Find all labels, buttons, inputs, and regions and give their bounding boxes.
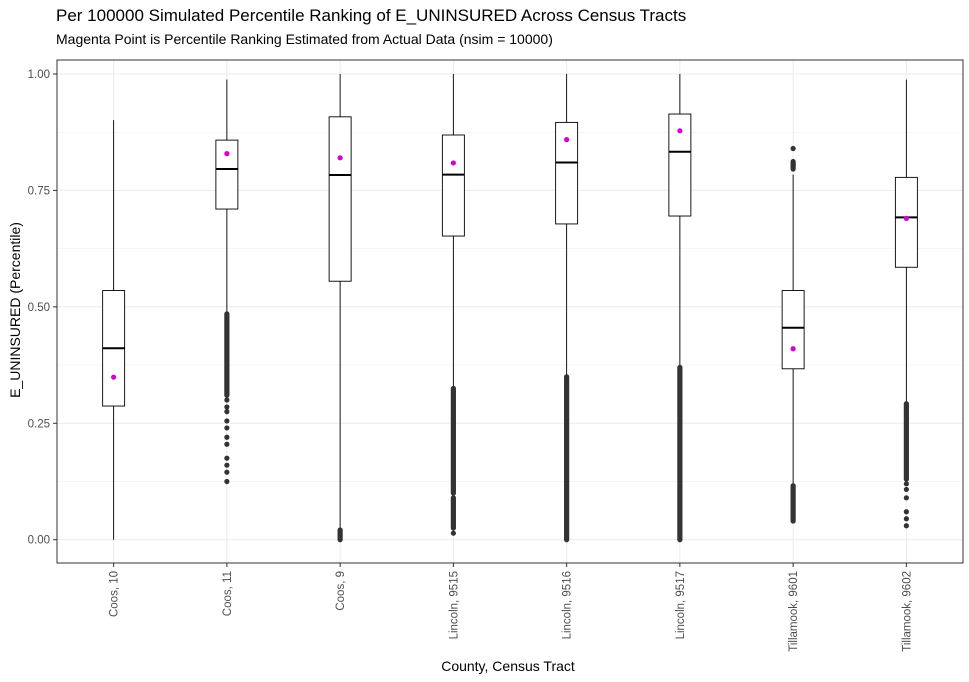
outlier-band [564,374,570,543]
y-tick-label: 0.75 [28,185,50,197]
chart-title: Per 100000 Simulated Percentile Ranking … [56,6,687,25]
box-group [328,73,352,543]
actual-estimate-point [224,151,230,157]
outlier-point [903,486,909,493]
outlier-point [903,509,909,515]
iqr-box [328,116,352,282]
iqr-box [555,121,579,225]
box-group [102,120,126,540]
outlier-band [677,364,683,543]
x-tick-label: Lincoln, 9516 [562,571,574,639]
outlier-point [903,523,909,529]
actual-estimate-point [677,128,683,134]
iqr-box [781,290,805,370]
box-group [894,79,918,529]
outlier-point [224,441,230,447]
y-tick-label: 1.00 [28,69,50,81]
actual-estimate-point [337,155,343,161]
outlier-band [224,311,230,398]
chart-subtitle: Magenta Point is Percentile Ranking Esti… [56,31,553,47]
box-layer [102,73,918,543]
outlier-point [450,530,456,536]
x-tick-label: Coos, 9 [335,571,347,611]
actual-estimate-point [903,215,909,221]
x-tick-label: Lincoln, 9515 [448,571,460,639]
outlier-point [903,481,909,487]
outlier-point [903,516,909,522]
box-group [215,79,239,485]
actual-estimate-point [111,374,117,380]
outlier-band [337,527,343,543]
x-tick-label: Tillamook, 9601 [788,571,800,652]
box-group [555,73,579,543]
outlier-band [903,401,909,482]
box-group [441,73,465,536]
actual-estimate-point [790,346,796,352]
outlier-point [224,404,230,410]
panel-border [56,59,964,564]
iqr-box [441,134,465,237]
outlier-band [450,495,456,531]
outlier-point [903,495,909,501]
outlier-point [224,462,230,468]
outlier-point [224,397,230,403]
iqr-box [668,113,692,217]
outlier-point [224,434,230,440]
y-axis-title: E_UNINSURED (Percentile) [7,222,23,398]
axis-layer: 0.00 0.25 0.50 0.75 1.00 Coos, 10 Coos, 11 Coos… [28,69,914,652]
outlier-point [224,418,230,424]
outlier-point [224,478,230,485]
outlier-point [790,145,796,152]
y-tick-label: 0.50 [28,302,50,314]
x-tick-label: Lincoln, 9517 [675,571,687,639]
box-group [668,73,692,543]
x-tick-label: Coos, 10 [109,571,121,617]
outlier-point [224,469,230,475]
actual-estimate-point [450,160,456,166]
outlier-band [790,483,796,524]
box-group [781,145,805,524]
y-tick-label: 0.00 [28,535,50,547]
outlier-point [224,455,230,461]
x-tick-label: Coos, 11 [222,571,234,616]
outlier-point [224,409,230,415]
iqr-box [894,176,918,268]
outlier-band [450,385,456,496]
x-tick-label: Tillamook, 9602 [901,571,913,652]
x-axis-title: County, Census Tract [441,658,575,674]
y-tick-label: 0.25 [28,418,50,430]
actual-estimate-point [564,137,570,143]
outlier-point [224,425,230,431]
grid-layer [57,60,963,563]
iqr-box [215,139,239,210]
outlier-point [790,161,796,167]
